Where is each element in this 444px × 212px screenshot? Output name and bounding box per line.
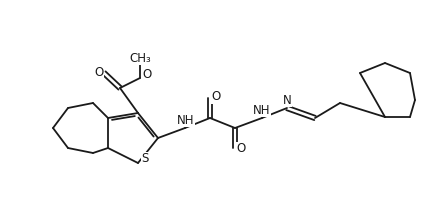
Text: O: O	[211, 91, 221, 103]
Text: N: N	[283, 93, 291, 106]
Text: O: O	[95, 67, 103, 80]
Text: O: O	[143, 68, 151, 81]
Text: O: O	[236, 142, 246, 155]
Text: S: S	[141, 152, 149, 166]
Text: NH: NH	[177, 113, 195, 127]
Text: CH₃: CH₃	[129, 52, 151, 64]
Text: NH: NH	[253, 103, 271, 117]
